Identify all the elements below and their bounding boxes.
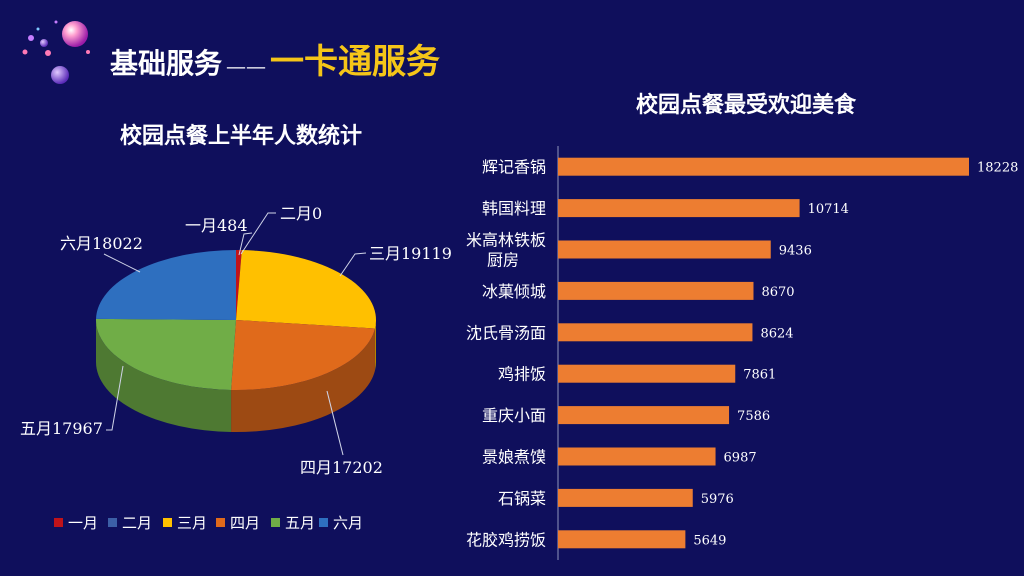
bar-category-label: 鸡排饭 [498, 365, 546, 384]
bar-value-label: 5976 [701, 492, 734, 507]
page-title-dash: —— [226, 54, 267, 78]
bar-value-label: 6987 [724, 451, 757, 466]
pie-side-四月 [231, 328, 375, 432]
pie-side-三月 [374, 320, 376, 371]
pie-leader-line [240, 212, 276, 255]
legend-swatch-四月 [216, 518, 225, 527]
legend-swatch-一月 [54, 518, 63, 527]
legend-swatch-三月 [163, 518, 172, 527]
pie-leader-line [326, 390, 344, 456]
decorative-bubbles [22, 20, 90, 84]
pie-legend: 一月 二月 三月 四月 五月 六月 [54, 514, 363, 532]
bar-花胶鸡捞饭 [558, 530, 686, 549]
bar-value-label: 10714 [808, 202, 849, 217]
bar-鸡排饭 [558, 364, 736, 383]
bar-category-label: 重庆小面 [482, 406, 546, 425]
pie-data-label: 一月484 [185, 216, 248, 235]
bar-category-label: 冰菓倾城 [482, 282, 546, 301]
pie-leader-line [106, 365, 124, 431]
bar-冰菓倾城 [558, 281, 754, 300]
legend-label: 六月 [333, 514, 363, 532]
bar-沈氏骨汤面 [558, 323, 753, 342]
bar-value-label: 7861 [743, 368, 776, 383]
legend-swatch-二月 [108, 518, 117, 527]
pie-chart-title: 校园点餐上半年人数统计 [120, 124, 363, 149]
pie-slice-四月 [231, 320, 375, 390]
bar-米高林铁板厨房 [558, 240, 771, 259]
bar-value-label: 7586 [737, 409, 770, 424]
legend-swatch-五月 [271, 518, 280, 527]
bar-category-label-line: 厨房 [487, 251, 519, 270]
pie-slice-一月 [236, 250, 242, 320]
bar-category-label-line: 米高林铁板 [466, 231, 546, 250]
bar-value-label: 9436 [779, 244, 812, 259]
bar-series: 18228 辉记香锅 10714 韩国料理 9436 米高林铁板厨房 8670 冰菓倾城 862… [466, 157, 1018, 549]
bar-重庆小面 [558, 406, 730, 425]
pie-slice-三月 [236, 250, 376, 329]
pie-data-labels: 一月484 二月0 三月19119 四月17202 五月17967 六月18022 [20, 204, 452, 477]
pie-side-五月 [96, 320, 232, 432]
bar-chart-title: 校园点餐最受欢迎美食 [636, 93, 857, 118]
bar-category-label: 石锅菜 [498, 489, 546, 508]
bar-景娘煮馍 [558, 447, 716, 466]
pie-data-label: 四月17202 [300, 458, 383, 477]
bar-value-label: 18228 [977, 161, 1018, 176]
bar-石锅菜 [558, 488, 693, 507]
pie-data-label: 二月0 [280, 204, 322, 223]
page-title-main: 基础服务 [110, 47, 223, 80]
pie-data-label: 六月18022 [60, 234, 143, 253]
pie-slices [96, 250, 376, 390]
bar-韩国料理 [558, 199, 800, 218]
bar-category-label: 辉记香锅 [482, 158, 546, 177]
pie-data-label: 五月17967 [20, 419, 103, 438]
legend-label: 三月 [177, 514, 207, 532]
legend-swatch-六月 [319, 518, 328, 527]
legend-label: 五月 [285, 514, 315, 532]
legend-label: 二月 [122, 514, 152, 532]
bar-category-label: 韩国料理 [482, 199, 546, 218]
bar-value-label: 8624 [760, 326, 793, 341]
pie-leader-line [238, 232, 253, 256]
pie-data-label: 三月19119 [369, 244, 452, 263]
pie-side-walls [96, 320, 376, 432]
pie-slice-五月 [96, 318, 236, 390]
bar-辉记香锅 [558, 157, 969, 176]
legend-label: 四月 [230, 514, 260, 532]
bar-value-label: 8670 [761, 285, 794, 300]
bar-category-label: 花胶鸡捞饭 [466, 530, 546, 549]
legend-label: 一月 [68, 514, 98, 532]
page-title: 基础服务 —— 一卡通服务 [110, 34, 440, 84]
page-title-sub: 一卡通服务 [270, 42, 441, 82]
bar-value-label: 5649 [693, 533, 726, 548]
bar-category-label: 米高林铁板厨房 [466, 231, 546, 270]
bar-category-label: 景娘煮馍 [482, 448, 546, 467]
pie-leader-line [103, 253, 141, 273]
pie-slice-六月 [96, 250, 237, 320]
pie-leader-line [339, 252, 367, 277]
bar-category-label: 沈氏骨汤面 [466, 323, 546, 342]
